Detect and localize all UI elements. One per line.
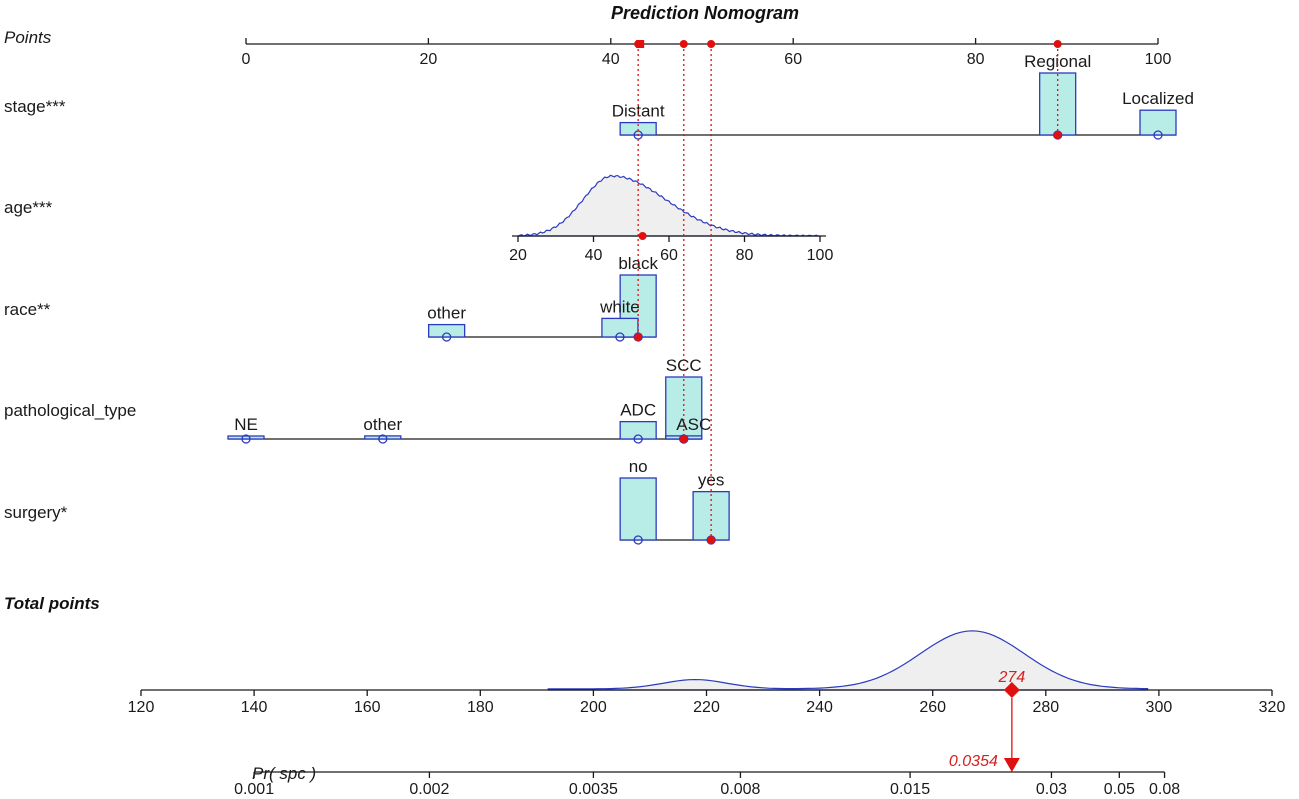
points-tick-label: 80 [967,51,985,68]
category-point [1153,130,1163,140]
variable-label-stage: stage*** [4,97,66,116]
probability-tick-label: 0.002 [409,781,449,798]
chart-title: Prediction Nomogram [611,3,799,23]
pathological-type-bar-other [364,435,402,440]
age-tick-label: 100 [807,247,834,264]
race-bar-other [427,323,466,338]
total-points-label: Total points [4,594,100,613]
total-points-tick-label: 140 [241,699,268,716]
pathological-type-category-label: ASC [676,415,711,434]
age-selected-point [638,232,647,240]
variable-label-race: race** [4,300,51,319]
variable-label-surgery: surgery* [4,503,68,522]
total-points-tick-label: 300 [1146,699,1173,716]
selected-category-marker [634,333,643,341]
probability-tick-label: 0.015 [890,781,930,798]
total-points-tick-label: 280 [1032,699,1059,716]
total-points-tick-label: 240 [806,699,833,716]
probability-tick-label: 0.0035 [569,781,618,798]
pathological-type-category-label: other [363,415,402,434]
probability-value-label: 0.0354 [949,753,998,770]
probability-tick-label: 0.008 [720,781,760,798]
stage-category-label: Distant [612,102,665,121]
points-tick-label: 100 [1145,51,1172,68]
variable-label-pathological-type: pathological_type [4,401,136,420]
pathological-type-category-label: NE [234,415,258,434]
total-value-label: 274 [998,669,1026,686]
total-points-density-curve [547,630,1149,691]
probability-tick-label: 0.05 [1104,781,1135,798]
points-axis-marker-cluster [636,40,645,48]
age-tick-label: 20 [509,247,527,264]
stage-category-label: Regional [1024,52,1091,71]
race-category-label: white [599,297,640,316]
category-point [633,434,643,444]
points-tick-label: 40 [602,51,620,68]
pathological-type-bar-ne [227,435,265,440]
pathological-type-bar-scc [665,376,703,440]
race-category-label: other [427,304,466,323]
category-point [241,434,251,444]
total-points-tick-label: 160 [354,699,381,716]
age-tick-label: 40 [585,247,603,264]
category-point [378,434,388,444]
age-tick-label: 60 [660,247,678,264]
total-points-tick-label: 120 [128,699,155,716]
points-tick-label: 60 [784,51,802,68]
category-point [615,332,625,342]
surgery-category-label: no [629,457,648,476]
total-points-tick-label: 180 [467,699,494,716]
variable-label-age: age*** [4,198,53,217]
surgery-bar-no [619,477,657,541]
points-axis-label: Points [4,28,52,47]
total-points-tick-label: 220 [693,699,720,716]
race-bar-white [601,317,639,338]
probability-tick-label: 0.03 [1036,781,1067,798]
total-value-marker [1003,682,1020,698]
probability-tick-label: 0.08 [1149,781,1180,798]
age-tick-label: 80 [736,247,754,264]
points-tick-label: 0 [242,51,251,68]
category-point [441,332,452,342]
pathological-type-category-label: ADC [620,401,656,420]
stage-bar-localized [1139,109,1177,136]
points-axis-marker [1053,40,1062,48]
race-category-label: black [618,254,658,273]
selected-category-marker [1053,131,1062,139]
selected-category-marker [679,435,688,443]
pathological-type-bar-adc [619,420,657,440]
probability-tick-label: 0.001 [234,781,274,798]
probability-arrow-head [1003,758,1020,772]
points-axis-marker [679,40,688,48]
selected-category-marker [707,536,716,544]
points-tick-label: 20 [420,51,438,68]
stage-category-label: Localized [1122,89,1194,108]
probability-axis-label: Pr( spc ) [252,764,316,783]
age-density-curve [517,174,820,237]
points-axis-marker [707,40,716,48]
total-points-tick-label: 260 [919,699,946,716]
total-points-tick-label: 320 [1259,699,1286,716]
category-point [633,535,643,545]
total-points-tick-label: 200 [580,699,607,716]
